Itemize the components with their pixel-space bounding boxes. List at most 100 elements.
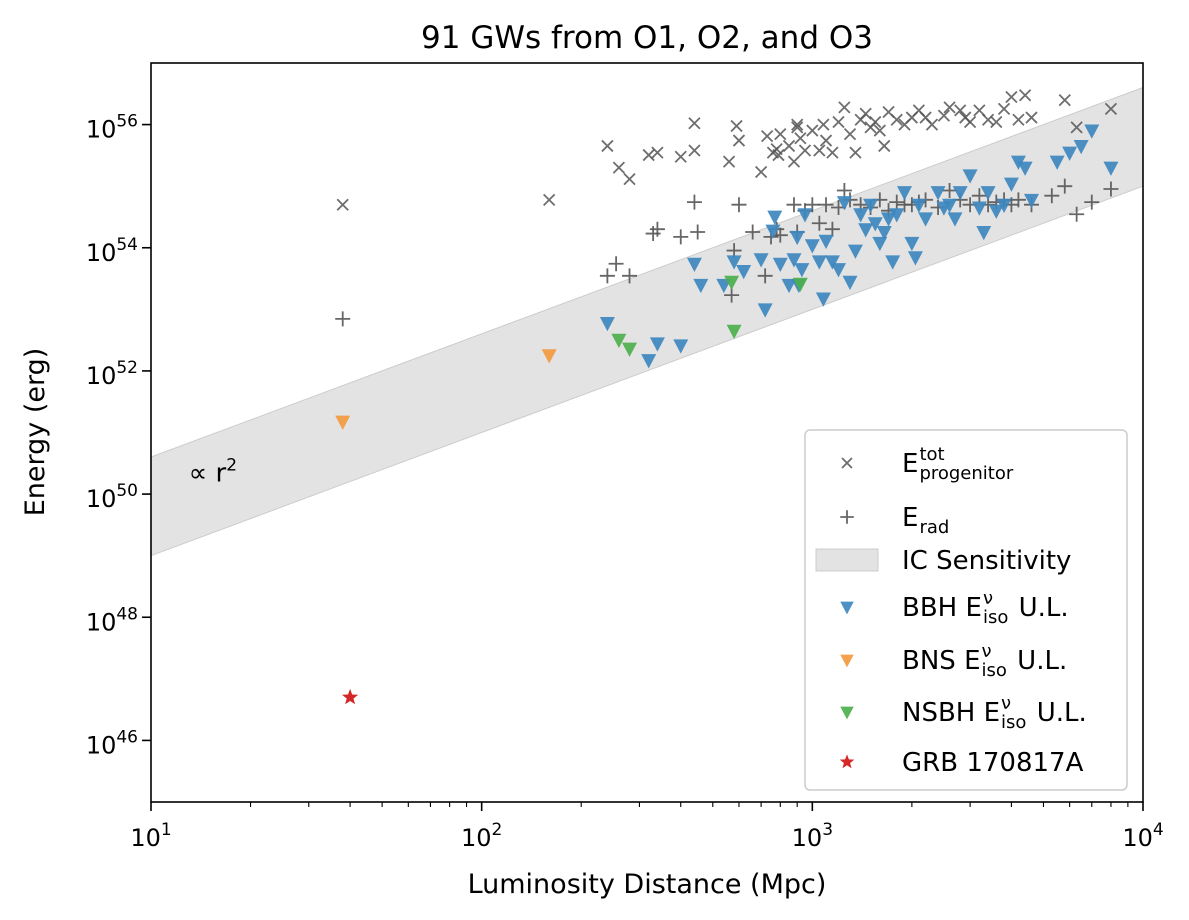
plus-marker <box>1044 188 1060 204</box>
triangle-marker <box>863 198 879 213</box>
x-marker <box>878 139 891 153</box>
triangle-marker <box>836 196 852 211</box>
x-marker <box>806 124 819 137</box>
plus-marker <box>1103 181 1119 197</box>
series-5 <box>342 688 359 705</box>
triangle-marker <box>724 275 740 291</box>
legend-item-band: IC Sensitivity <box>815 546 1071 576</box>
x-marker <box>1104 102 1118 115</box>
legend-box <box>804 429 1128 791</box>
plus-marker <box>757 268 773 284</box>
legend-item-bbh: BBH Eν iso U.L. <box>840 588 1069 628</box>
data-points-layer <box>335 89 1119 705</box>
x-marker <box>943 101 956 114</box>
chart-title: 91 GWs from O1, O2, and O3 <box>421 20 873 56</box>
x-marker <box>849 146 862 159</box>
triangle-marker <box>811 255 827 270</box>
x-marker <box>813 144 826 157</box>
plus-marker <box>824 221 840 237</box>
triangle-marker <box>765 224 781 239</box>
y-tick-label: 1050 <box>86 481 138 513</box>
plus-marker <box>335 311 351 327</box>
x-marker <box>791 118 804 131</box>
triangle-marker <box>794 263 810 278</box>
y-axis-label: Energy (erg) <box>20 348 51 517</box>
x-marker <box>1012 113 1025 126</box>
x-marker <box>732 134 746 147</box>
plot-frame <box>150 62 1144 803</box>
x-marker <box>873 124 886 137</box>
x-marker <box>674 150 687 163</box>
x-marker <box>954 104 967 117</box>
triangle-marker <box>847 244 863 259</box>
series-0 <box>336 89 1118 211</box>
legend-marker-band <box>815 548 879 572</box>
triangle-marker <box>962 169 978 184</box>
triangle-marker <box>996 198 1012 213</box>
plus-marker <box>786 197 802 213</box>
triangle-marker <box>772 257 788 272</box>
x-marker <box>336 198 349 211</box>
x-marker <box>859 107 872 120</box>
triangle-marker <box>786 253 802 268</box>
plus-marker <box>811 215 827 231</box>
x-marker <box>1058 93 1071 107</box>
y-tick-label: 1054 <box>86 235 138 267</box>
x-tick-label: 101 <box>130 820 171 852</box>
x-marker <box>843 127 857 141</box>
x-marker <box>817 118 830 131</box>
x-marker <box>794 132 807 145</box>
legend-label-grb: GRB 170817A <box>902 748 1084 778</box>
triangle-marker <box>818 234 834 249</box>
r-squared-annotation-exponent: 2 <box>226 456 237 476</box>
triangle-marker <box>693 278 709 294</box>
triangle-marker <box>1049 155 1065 170</box>
x-marker <box>1005 90 1018 104</box>
triangle-marker <box>853 208 869 223</box>
legend-marker-etot <box>841 457 853 469</box>
triangle-marker <box>767 210 783 225</box>
x-marker <box>772 148 785 162</box>
x-marker <box>963 115 977 129</box>
triangle-marker <box>1084 124 1100 139</box>
plus-marker <box>686 194 702 210</box>
legend-label-bns: BNS Eν iso U.L. <box>902 641 1067 681</box>
plus-marker <box>622 268 638 284</box>
x-marker <box>787 155 801 168</box>
plus-marker <box>1057 178 1073 194</box>
plus-marker <box>649 221 665 237</box>
triangle-marker <box>641 354 657 369</box>
triangle-marker <box>1103 161 1119 176</box>
plus-marker <box>804 197 820 213</box>
triangle-marker <box>872 236 888 252</box>
triangle-marker <box>907 251 923 266</box>
x-marker <box>612 161 626 174</box>
x-marker <box>832 115 845 129</box>
triangle-marker <box>911 198 927 213</box>
plus-marker <box>836 183 852 199</box>
x-marker <box>1025 111 1038 124</box>
triangle-marker <box>988 204 1004 219</box>
plus-marker <box>889 194 905 210</box>
y-tick-label: 1052 <box>86 358 138 390</box>
legend-item-bns: BNS Eν iso U.L. <box>840 641 1067 681</box>
legend: Etot progenitor Erad IC Sensitivity BBH Eν is… <box>804 429 1128 791</box>
triangle-marker <box>599 316 615 332</box>
triangle-marker <box>789 230 805 246</box>
x-marker <box>688 144 701 157</box>
triangle-marker <box>622 342 638 357</box>
legend-label-nsbh: NSBH Eν iso U.L. <box>902 693 1087 733</box>
triangle-marker <box>885 255 901 270</box>
triangle-marker <box>686 257 702 272</box>
legend-marker-bbh <box>840 601 854 615</box>
triangle-marker <box>971 201 987 216</box>
x-marker <box>925 118 939 131</box>
x-marker <box>688 117 701 130</box>
x-marker <box>761 129 774 143</box>
plus-marker <box>673 229 689 245</box>
triangle-marker <box>815 292 831 307</box>
x-tick-label: 104 <box>1122 820 1163 852</box>
x-marker <box>981 113 995 126</box>
legend-item-erad: Erad <box>840 503 949 538</box>
